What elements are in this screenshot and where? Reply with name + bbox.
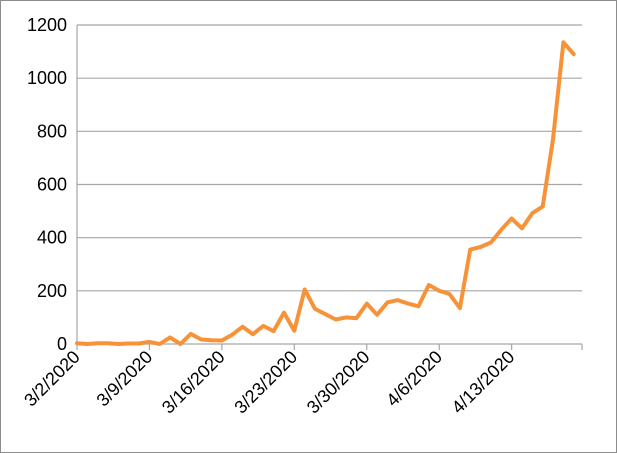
y-tick-label: 1000 — [27, 68, 67, 88]
y-tick-label: 200 — [37, 281, 67, 301]
y-tick-label: 1200 — [27, 15, 67, 35]
x-tick-label: 3/16/2020 — [158, 347, 229, 418]
x-tick-label: 3/9/2020 — [93, 347, 157, 411]
x-tick-label: 4/13/2020 — [448, 347, 519, 418]
x-tick-label: 4/6/2020 — [382, 347, 446, 411]
y-tick-label: 600 — [37, 175, 67, 195]
x-tick-label: 3/30/2020 — [303, 347, 374, 418]
y-tick-label: 400 — [37, 228, 67, 248]
y-tick-label: 0 — [57, 334, 67, 354]
x-tick-label: 3/23/2020 — [230, 347, 301, 418]
x-tick-label: 3/2/2020 — [20, 347, 84, 411]
y-tick-label: 800 — [37, 121, 67, 141]
series-line — [75, 40, 576, 346]
